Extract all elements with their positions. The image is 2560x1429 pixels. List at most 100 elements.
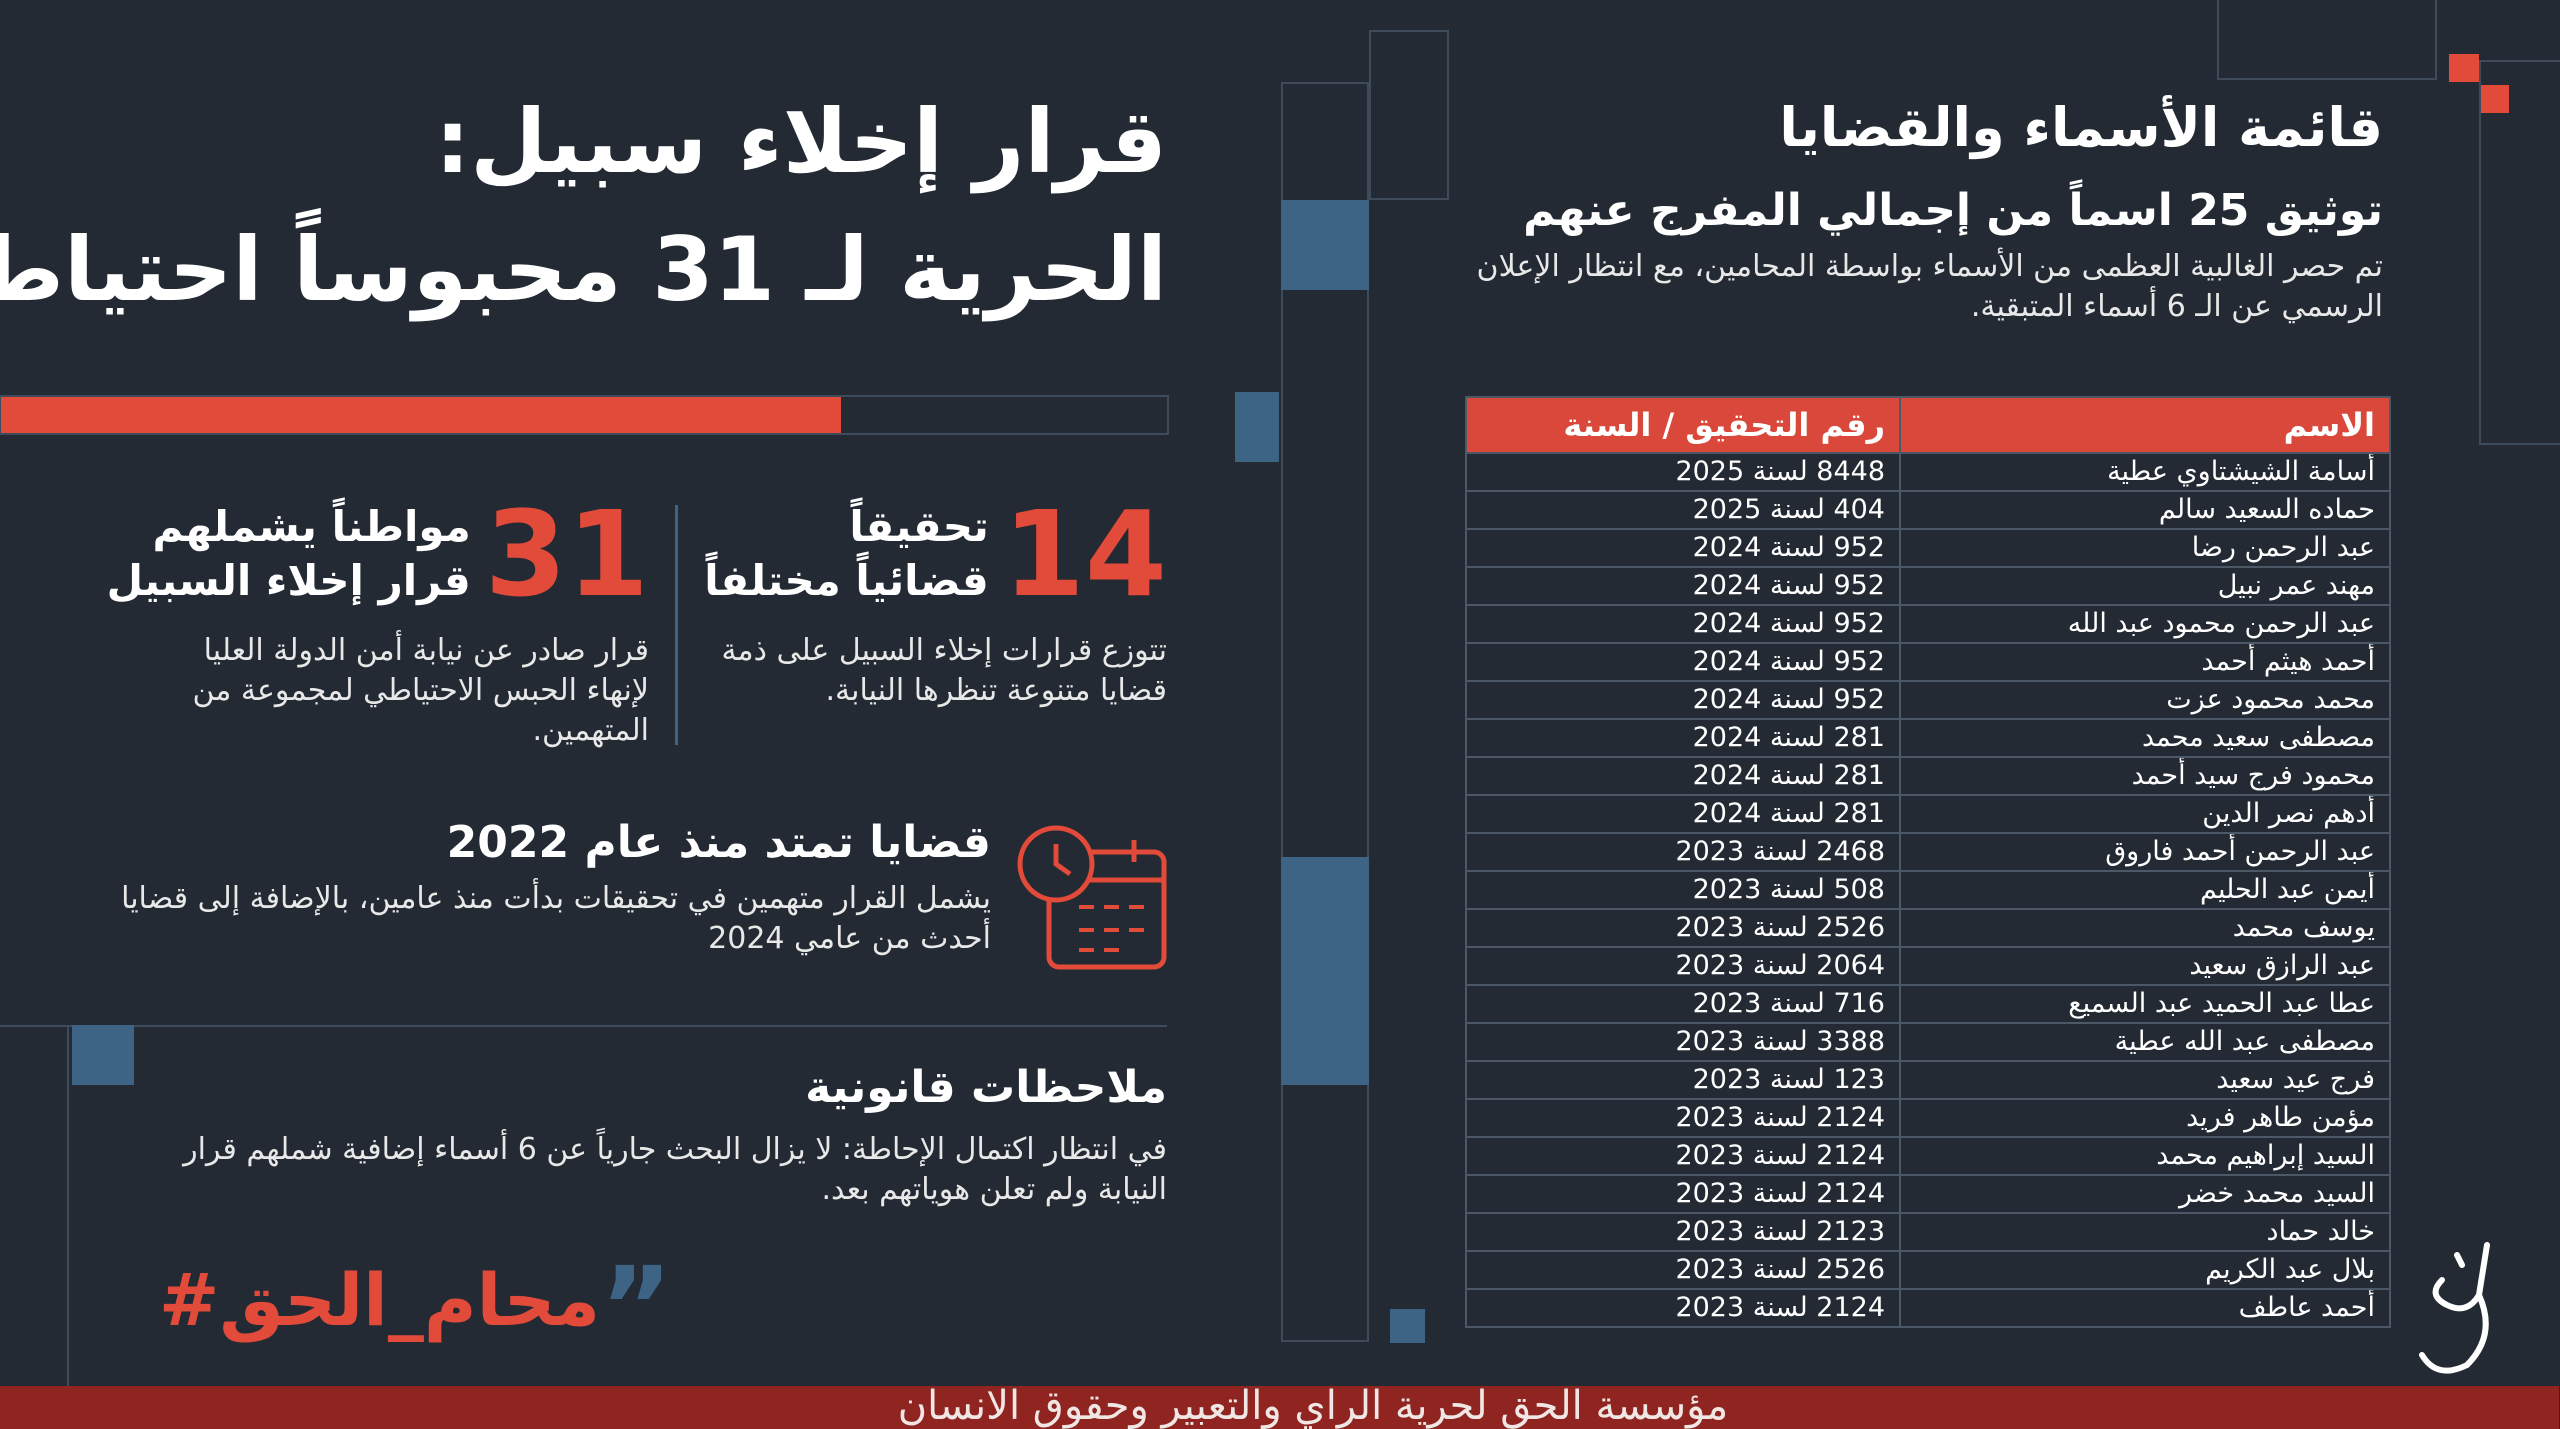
- stat-label: قضائياً مختلفاً: [705, 556, 990, 605]
- stat-label: تحقيقاً: [850, 502, 990, 551]
- quote-icon: ”: [601, 1243, 674, 1371]
- case-number-cell: 508 لسنة 2023: [1466, 870, 1902, 910]
- case-number-cell: 952 لسنة 2024: [1466, 566, 1902, 606]
- stat-number: 31: [485, 485, 650, 623]
- table-row: بلال عبد الكريم 2526 لسنة 2023: [1466, 1250, 2392, 1290]
- case-number-cell: 952 لسنة 2024: [1466, 528, 1902, 568]
- decor-frame: [2218, 0, 2438, 80]
- case-number-cell: 2123 لسنة 2023: [1466, 1212, 1902, 1252]
- table-row: محمد محمود عزت 952 لسنة 2024: [1466, 680, 2392, 720]
- table-row: عبد الرحمن محمود عبد الله 952 لسنة 2024: [1466, 604, 2392, 644]
- name-cell: أحمد هيثم أحمد: [1900, 642, 2392, 682]
- name-cell: أسامة الشيشتاوي عطية: [1900, 452, 2392, 492]
- decor-block: [1282, 200, 1370, 290]
- stat-divider: [676, 505, 679, 745]
- decor-frame: [2480, 60, 2560, 445]
- table-row: السيد محمد خضر 2124 لسنة 2023: [1466, 1174, 2392, 1214]
- name-cell: أيمن عبد الحليم: [1900, 870, 2392, 910]
- calendar-clock-icon: [1015, 822, 1170, 972]
- decor-frame: [1370, 30, 1450, 200]
- case-number-cell: 8448 لسنة 2025: [1466, 452, 1902, 492]
- page-title: قرار إخلاء سبيل: الحرية لـ 31 محبوساً اح…: [0, 78, 1168, 334]
- name-cell: يوسف محمد: [1900, 908, 2392, 948]
- name-cell: عطا عبد الحميد عبد السميع: [1900, 984, 2392, 1024]
- table-row: أسامة الشيشتاوي عطية 8448 لسنة 2025: [1466, 452, 2392, 492]
- decor-block: [1282, 857, 1370, 1085]
- names-table: الاسم رقم التحقيق / السنة أسامة الشيشتاو…: [1466, 396, 2392, 1328]
- footer-band: [0, 1386, 2560, 1429]
- name-cell: عبد الرحمن رضا: [1900, 528, 2392, 568]
- table-row: أيمن عبد الحليم 508 لسنة 2023: [1466, 870, 2392, 910]
- name-cell: عبد الرحمن محمود عبد الله: [1900, 604, 2392, 644]
- table-row: محمود فرج سيد أحمد 281 لسنة 2024: [1466, 756, 2392, 796]
- name-cell: أدهم نصر الدين: [1900, 794, 2392, 834]
- case-number-cell: 952 لسنة 2024: [1466, 680, 1902, 720]
- case-number-cell: 2064 لسنة 2023: [1466, 946, 1902, 986]
- decor-red-square: [2450, 54, 2480, 82]
- decor-block: [1236, 392, 1280, 462]
- table-row: أدهم نصر الدين 281 لسنة 2024: [1466, 794, 2392, 834]
- logo: [2408, 1235, 2518, 1385]
- name-cell: بلال عبد الكريم: [1900, 1250, 2392, 1290]
- case-number-cell: 2526 لسنة 2023: [1466, 908, 1902, 948]
- case-number-cell: 2124 لسنة 2023: [1466, 1136, 1902, 1176]
- table-row: يوسف محمد 2526 لسنة 2023: [1466, 908, 2392, 948]
- name-cell: خالد حماد: [1900, 1212, 2392, 1252]
- table-row: مؤمن طاهر فريد 2124 لسنة 2023: [1466, 1098, 2392, 1138]
- title-line-2: الحرية لـ 31 محبوساً احتياطياً: [0, 218, 1168, 321]
- hashtag: #محام_الحق”: [160, 1250, 673, 1362]
- table-row: مصطفى سعيد محمد 281 لسنة 2024: [1466, 718, 2392, 758]
- notes-heading: ملاحظات قانونية: [806, 1062, 1168, 1113]
- decor-block: [1391, 1309, 1426, 1343]
- stat-description: تتوزع قرارات إخلاء السبيل على ذمة قضايا …: [722, 633, 1168, 708]
- name-cell: أحمد عاطف: [1900, 1288, 2392, 1328]
- progress-fill: [2, 397, 842, 433]
- name-cell: مؤمن طاهر فريد: [1900, 1098, 2392, 1138]
- list-header: قائمة الأسماء والقضايا توثيق 25 اسماً من…: [1424, 95, 2384, 327]
- decor-divider: [0, 1025, 1168, 1027]
- name-cell: مصطفى سعيد محمد: [1900, 718, 2392, 758]
- column-header-case: رقم التحقيق / السنة: [1466, 396, 1902, 454]
- decor-frame: [0, 1025, 70, 1425]
- table-row: السيد إبراهيم محمد 2124 لسنة 2023: [1466, 1136, 2392, 1176]
- timeline-section: قضايا تمتد منذ عام 2022 يشمل القرار متهم…: [92, 815, 992, 959]
- stat-citizens: 31 مواطناً يشملهم قرار إخلاء السبيل قرار …: [108, 485, 650, 751]
- table-row: أحمد عاطف 2124 لسنة 2023: [1466, 1288, 2392, 1328]
- title-line-1: قرار إخلاء سبيل:: [436, 90, 1168, 193]
- case-number-cell: 2124 لسنة 2023: [1466, 1288, 1902, 1328]
- stat-number: 14: [1003, 485, 1168, 623]
- name-cell: مصطفى عبد الله عطية: [1900, 1022, 2392, 1062]
- table-row: مصطفى عبد الله عطية 3388 لسنة 2023: [1466, 1022, 2392, 1062]
- table-row: عبد الرحمن أحمد فاروق 2468 لسنة 2023: [1466, 832, 2392, 872]
- case-number-cell: 2124 لسنة 2023: [1466, 1174, 1902, 1214]
- case-number-cell: 281 لسنة 2024: [1466, 718, 1902, 758]
- name-cell: عبد الرازق سعيد: [1900, 946, 2392, 986]
- table-row: عطا عبد الحميد عبد السميع 716 لسنة 2023: [1466, 984, 2392, 1024]
- stat-description: قرار صادر عن نيابة أمن الدولة العليا لإن…: [193, 633, 650, 748]
- legal-notes: ملاحظات قانونية في انتظار اكتمال الإحاطة…: [108, 1060, 1168, 1210]
- list-description: تم حصر الغالبية العظمى من الأسماء بواسطة…: [1477, 249, 2384, 324]
- case-number-cell: 952 لسنة 2024: [1466, 604, 1902, 644]
- name-cell: فرج عيد سعيد: [1900, 1060, 2392, 1100]
- case-number-cell: 3388 لسنة 2023: [1466, 1022, 1902, 1062]
- name-cell: حماده السعيد سالم: [1900, 490, 2392, 530]
- table-row: خالد حماد 2123 لسنة 2023: [1466, 1212, 2392, 1252]
- name-cell: عبد الرحمن أحمد فاروق: [1900, 832, 2392, 872]
- table-row: عبد الرازق سعيد 2064 لسنة 2023: [1466, 946, 2392, 986]
- list-subheading: توثيق 25 اسماً من إجمالي المفرج عنهم: [1524, 185, 2384, 236]
- stat-label: قرار إخلاء السبيل: [107, 556, 472, 605]
- table-row: حماده السعيد سالم 404 لسنة 2025: [1466, 490, 2392, 530]
- name-cell: السيد إبراهيم محمد: [1900, 1136, 2392, 1176]
- table-row: مهند عمر نبيل 952 لسنة 2024: [1466, 566, 2392, 606]
- name-cell: محمد محمود عزت: [1900, 680, 2392, 720]
- name-cell: مهند عمر نبيل: [1900, 566, 2392, 606]
- footer-text: مؤسسة الحق لحرية الراي والتعبير وحقوق ال…: [898, 1383, 1730, 1429]
- decor-frame: [1282, 82, 1370, 1342]
- case-number-cell: 123 لسنة 2023: [1466, 1060, 1902, 1100]
- timeline-heading: قضايا تمتد منذ عام 2022: [447, 817, 992, 868]
- table-row: أحمد هيثم أحمد 952 لسنة 2024: [1466, 642, 2392, 682]
- table-row: عبد الرحمن رضا 952 لسنة 2024: [1466, 528, 2392, 568]
- stat-investigations: 14 تحقيقاً قضائياً مختلفاً تتوزع قرارات إ…: [698, 495, 1168, 711]
- case-number-cell: 2526 لسنة 2023: [1466, 1250, 1902, 1290]
- case-number-cell: 281 لسنة 2024: [1466, 756, 1902, 796]
